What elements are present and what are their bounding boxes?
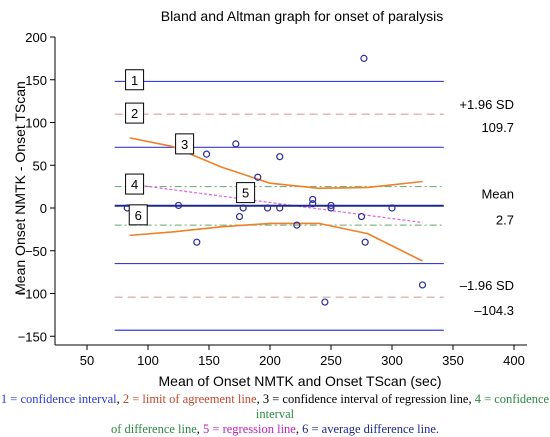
line-number-label: 4 [131,177,138,192]
x-tick-label: 100 [137,353,159,368]
line-number-box [128,204,148,226]
y-tick-label: −50 [25,244,47,259]
data-point [357,212,366,221]
data-point [321,298,329,306]
data-point [327,204,335,212]
x-tick-label: 50 [80,353,94,368]
line-number-box [125,69,145,91]
x-axis-label: Mean of Onset NMTK and Onset TScan (sec) [159,373,442,389]
data-point [239,204,247,212]
figure-caption: 1 = confidence interval, 2 = limit of ag… [0,392,550,437]
line-number-box [125,173,145,195]
line-number-box [236,182,256,204]
data-point [309,200,317,208]
caption-item-6: 6 = average difference line. [302,422,440,436]
upper-loa-value-label: 109.7 [481,120,514,135]
data-point [232,140,240,148]
y-tick-label: 50 [33,158,47,173]
y-tick-label: −150 [18,329,47,344]
upper-loa-name-label: +1.96 SD [459,97,514,112]
data-point [361,238,369,246]
line-number-label: 2 [131,106,138,121]
lower-loa-value-label: –104.3 [474,303,514,318]
data-point [263,204,272,212]
y-tick-label: 200 [25,30,47,45]
mean-name-label: Mean [481,187,514,202]
y-tick-label: 100 [25,116,47,131]
line-number-box [175,133,195,155]
caption-line-1: 1 = confidence interval, 2 = limit of ag… [0,392,550,421]
data-point [360,54,368,62]
x-tick-label: 350 [442,353,464,368]
data-point [388,204,396,212]
plot-area: −150 −100 −50 0 50 100 150 200 50 100 150 200 250 300… [18,30,527,368]
line-number-label: 3 [181,137,188,152]
caption-item-3: 3 = confidence interval of regression li… [262,392,469,406]
line-number-label: 5 [242,186,249,201]
lower-loa-name-label: –1.96 SD [460,278,514,293]
y-tick-label: −100 [18,287,47,302]
data-point [276,204,284,212]
line-number-label: 1 [131,73,138,88]
caption-line-2: of difference line, 5 = regression line,… [110,422,440,436]
caption-item-2: 2 = limit of agreement line [122,392,257,406]
data-point [235,212,244,221]
y-tick-label: 150 [25,73,47,88]
mean-value-label: 2.7 [496,213,514,228]
regression-ci-upper-curve [129,137,423,190]
caption-item-1: 1 = confidence interval [0,392,117,406]
line-number-label: 6 [135,208,142,223]
x-tick-label: 150 [198,353,220,368]
caption-item-5: 5 = regression line [203,422,296,436]
caption-item-4b: of difference line [110,422,197,436]
data-point [327,201,335,210]
bland-altman-chart: Bland and Altman graph for onset of para… [12,8,527,389]
data-point [254,173,262,181]
data-point [309,195,317,204]
data-point [202,150,211,158]
regression-line [129,183,423,224]
regression-ci-lower-curve [129,222,423,262]
data-point [276,153,284,161]
x-tick-label: 400 [503,353,525,368]
chart-title: Bland and Altman graph for onset of para… [161,8,444,24]
x-tick-label: 250 [320,353,342,368]
data-point [174,201,183,210]
line-number-box [125,102,145,124]
y-axis-label: Mean Onset NMTK - Onset TScan [12,81,28,295]
x-tick-label: 200 [259,353,281,368]
data-point [418,281,427,289]
data-point [293,221,301,229]
x-tick-label: 300 [381,353,403,368]
data-point [193,238,201,246]
y-tick-label: 0 [40,201,47,216]
caption-item-4a: 4 = confidence interval [255,392,550,421]
